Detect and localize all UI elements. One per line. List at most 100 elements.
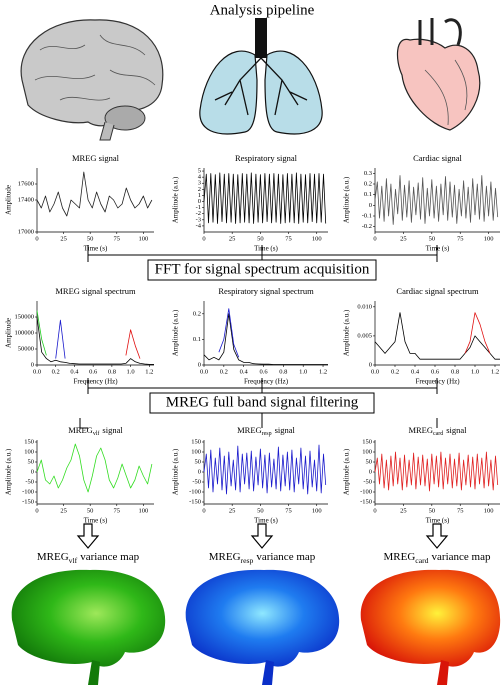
y-tick-label: 0: [369, 202, 372, 209]
y-tick-label: 17600: [18, 180, 34, 187]
y-tick-label: 0.005: [357, 332, 372, 339]
x-tick-label: 0.0: [371, 368, 379, 375]
y-tick-label: 0: [31, 361, 34, 368]
x-tick-label: 0.8: [108, 368, 116, 375]
y-tick-label: -3: [196, 216, 201, 223]
x-tick-label: 0.4: [240, 368, 249, 375]
chart-title-rest: signal: [102, 425, 123, 435]
x-tick-label: 75: [457, 235, 464, 242]
x-tick-label: 25: [400, 507, 407, 514]
y-tick-label: 0.1: [193, 336, 201, 343]
y-axis-label: Amplitude (a.u.): [172, 176, 180, 223]
y-tick-label: 4: [198, 174, 202, 181]
connector: [79, 413, 438, 429]
step-label: MREG full band signal filtering: [166, 394, 359, 410]
x-tick-label: 50: [87, 507, 94, 514]
axis: [36, 301, 154, 366]
chart-title-main: MREG: [408, 425, 433, 435]
x-tick-label: 0: [202, 507, 205, 514]
y-tick-label: -100: [189, 488, 201, 495]
x-axis-label: Frequency (Hz): [244, 378, 289, 386]
map-label: MREGvlf variance map: [37, 551, 140, 566]
chart-title: MREG signal spectrum: [55, 286, 136, 296]
chart-title: Cardiac signal spectrum: [396, 286, 479, 296]
x-tick-label: 0: [35, 235, 38, 242]
x-tick-label: 50: [429, 235, 436, 242]
chart-title: Respiratory signal: [235, 153, 298, 163]
y-tick-label: 100: [191, 448, 201, 455]
y-tick-label: 17400: [18, 196, 34, 203]
figure-title: Analysis pipeline: [210, 2, 315, 18]
x-tick-label: 75: [285, 235, 292, 242]
y-tick-label: 0: [369, 468, 372, 475]
chart-title-main: MREG: [68, 425, 93, 435]
series-line: [203, 444, 327, 495]
brain-map: [360, 569, 501, 667]
x-tick-label: 1.0: [127, 368, 135, 375]
y-tick-label: 150000: [15, 313, 35, 320]
x-tick-label: 50: [257, 235, 264, 242]
arrows: [76, 523, 449, 549]
y-tick-label: 100000: [15, 329, 35, 336]
series-line: [374, 175, 499, 225]
x-tick-label: 0.8: [451, 368, 459, 375]
x-axis-label: Time (s): [84, 245, 108, 253]
map-label-sub: card: [415, 556, 428, 565]
chart-title-rest: signal: [446, 425, 467, 435]
y-tick-label: 0.2: [364, 180, 372, 187]
x-axis-label: Time (s): [254, 245, 278, 253]
x-tick-label: 1.2: [145, 368, 153, 375]
series-line: [36, 171, 153, 217]
y-tick-label: 150: [24, 438, 34, 445]
chart-title-sub: resp: [262, 431, 272, 437]
x-axis-label: Time (s): [254, 517, 278, 525]
y-tick-label: -1: [196, 204, 201, 211]
y-tick-label: 0: [369, 361, 372, 368]
map-label-sub: vlf: [69, 556, 78, 565]
brain-map-stem: [437, 660, 449, 685]
x-tick-label: 100: [138, 507, 148, 514]
heart-illustration: [396, 18, 481, 131]
x-tick-label: 0.4: [411, 368, 420, 375]
chart-title: MREGresp signal: [237, 425, 295, 437]
map-label-sub: resp: [241, 556, 254, 565]
y-tick-label: 0: [198, 468, 201, 475]
chart-title: MREGvlf signal: [68, 425, 123, 437]
y-axis-label: Amplitude: [5, 185, 13, 215]
chart-title-sub: card: [433, 431, 443, 437]
y-tick-label: 0.1: [364, 191, 372, 198]
y-tick-label: 17000: [18, 228, 34, 235]
y-axis-label: Amplitude (a.u.): [172, 309, 180, 356]
y-tick-label: 0: [31, 468, 34, 475]
x-tick-label: 0.8: [279, 368, 287, 375]
x-axis-label: Time (s): [426, 517, 450, 525]
x-tick-label: 0: [373, 507, 376, 514]
y-axis-label: Amplitude (a.u.): [343, 448, 351, 495]
x-tick-label: 0.2: [391, 368, 399, 375]
brain-map: [11, 569, 166, 667]
y-axis-label: Amplitude (a.u.): [343, 309, 351, 356]
x-tick-label: 75: [114, 235, 121, 242]
y-tick-label: 1: [198, 192, 201, 199]
x-tick-label: 100: [138, 235, 148, 242]
chart-title-main: MREG: [237, 425, 262, 435]
y-tick-label: 100: [362, 448, 372, 455]
x-tick-label: 0.4: [70, 368, 79, 375]
x-tick-label: 0.2: [220, 368, 228, 375]
y-axis-label: Amplitude: [5, 318, 13, 348]
x-tick-label: 50: [257, 507, 264, 514]
brain-illustration: [20, 19, 164, 141]
y-tick-label: -0.1: [362, 212, 372, 219]
series-line: [36, 310, 47, 356]
x-axis-label: Time (s): [426, 245, 450, 253]
x-tick-label: 50: [429, 507, 436, 514]
chart-title: MREGcard signal: [408, 425, 467, 437]
y-tick-label: 50: [28, 458, 35, 465]
y-tick-label: -100: [360, 488, 372, 495]
y-tick-label: 50000: [18, 345, 34, 352]
series-line: [374, 312, 500, 360]
brain-map: [185, 569, 340, 667]
y-tick-label: 2: [198, 186, 201, 193]
brain-map-stem: [262, 660, 274, 685]
